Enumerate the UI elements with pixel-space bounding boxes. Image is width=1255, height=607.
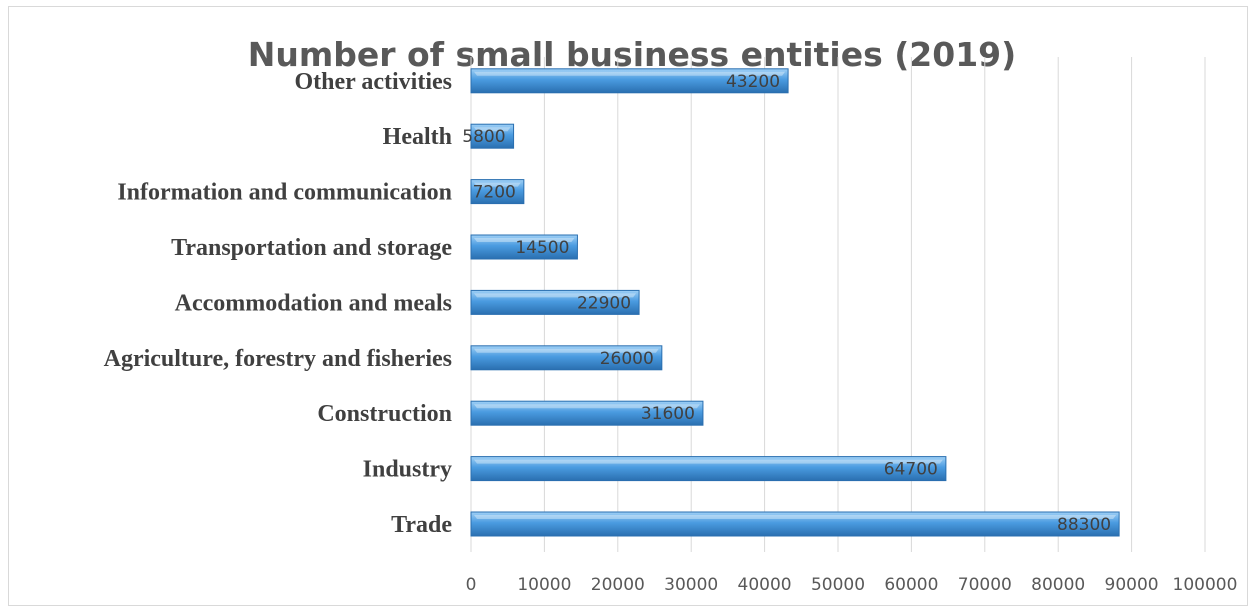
bar-bevel [474, 182, 521, 187]
category-label: Health [383, 124, 452, 150]
bar-bevel [474, 238, 575, 242]
bar-bevel [474, 404, 700, 409]
data-label: 31600 [641, 404, 695, 424]
bar [470, 400, 704, 426]
category-label: Agriculture, forestry and fisheries [104, 346, 452, 372]
data-label: 14500 [515, 238, 569, 258]
data-label: 22900 [577, 293, 631, 313]
bar [470, 456, 947, 482]
x-tick-label: 10000 [517, 575, 571, 595]
bar [470, 345, 663, 371]
x-tick-label: 30000 [664, 575, 718, 595]
bar-bevel [474, 71, 786, 76]
x-tick-label: 80000 [1031, 575, 1085, 595]
data-label: 7200 [473, 183, 516, 203]
category-label: Industry [363, 457, 452, 483]
category-label: Information and communication [117, 180, 452, 206]
data-label: 43200 [726, 72, 780, 92]
bar [470, 123, 515, 149]
x-tick-label: 60000 [884, 575, 938, 595]
bar-chart: Number of small business entities (2019)… [104, 35, 1238, 595]
bar-bevel [474, 293, 637, 298]
category-label: Other activities [294, 69, 452, 95]
bar-bevel [474, 459, 943, 464]
category-labels: Trade Industry Construction Agriculture, fo… [104, 69, 453, 538]
bar-bevel [474, 127, 511, 132]
data-label: 26000 [600, 349, 654, 369]
data-label: 64700 [884, 460, 938, 480]
x-tick-label: 40000 [738, 575, 792, 595]
x-tick-label: 90000 [1105, 575, 1159, 595]
chart-title: Number of small business entities (2019) [248, 35, 1016, 74]
bar [470, 179, 525, 205]
category-label: Accommodation and meals [175, 290, 452, 316]
bar-bevel [474, 348, 659, 353]
x-tick-label: 100000 [1173, 575, 1238, 595]
bar [470, 511, 1120, 537]
data-label: 88300 [1057, 515, 1111, 535]
bar [470, 289, 640, 315]
x-tick-label: 20000 [591, 575, 645, 595]
bar [470, 68, 789, 94]
chart-frame: Number of small business entities (2019)… [8, 6, 1248, 606]
x-axis-ticks: 0 10000 20000 30000 40000 50000 60000 70000 8000… [466, 575, 1238, 595]
data-label: 5800 [462, 127, 505, 147]
category-label: Trade [391, 512, 452, 538]
x-tick-label: 0 [466, 575, 477, 595]
bar-bevel [474, 515, 1117, 519]
category-label: Construction [317, 401, 452, 427]
category-label: Transportation and storage [171, 235, 452, 261]
bars: 88300 64700 31600 26000 22900 14500 7200 5800 43… [462, 68, 1120, 537]
x-tick-label: 70000 [958, 575, 1012, 595]
bar [470, 234, 578, 260]
x-tick-label: 50000 [811, 575, 865, 595]
